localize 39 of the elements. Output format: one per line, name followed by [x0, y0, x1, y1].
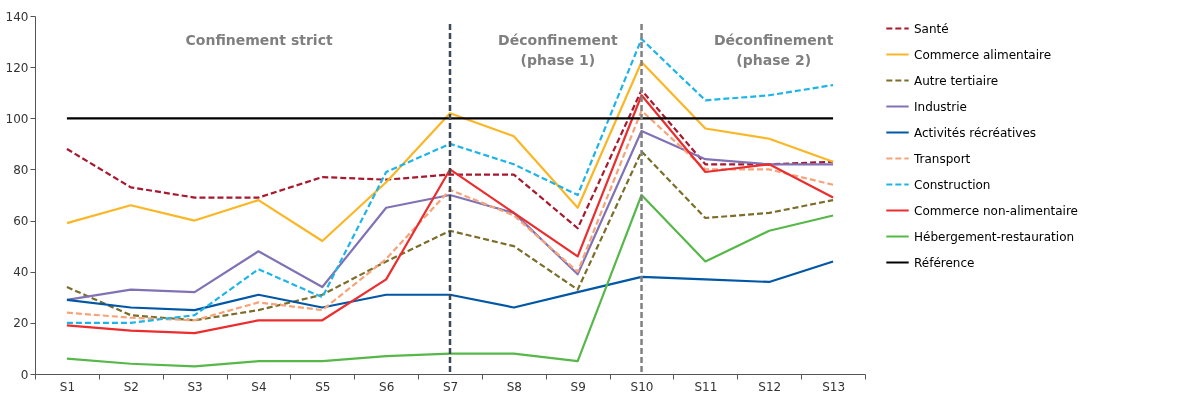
legend-label: Activités récréatives: [914, 125, 1037, 140]
x-tick-label: S1: [59, 379, 76, 394]
legend-label: Santé: [914, 21, 949, 36]
x-tick-label: S6: [379, 379, 395, 394]
x-tick-label: S12: [758, 379, 782, 394]
legend-label: Industrie: [914, 99, 967, 114]
x-tick-label: S2: [123, 379, 139, 394]
y-tick-label: 100: [5, 111, 29, 126]
legend-label: Hébergement-restauration: [914, 229, 1075, 244]
y-tick-label: 20: [13, 316, 29, 331]
line-series: [65, 150, 835, 322]
y-tick-label: 0: [20, 367, 29, 382]
x-tick-label: S10: [630, 379, 654, 394]
annotation: Confinement strict: [185, 32, 333, 48]
x-tick-label: S7: [442, 379, 459, 394]
x-tick-label: S5: [315, 379, 331, 394]
line-series: [65, 260, 835, 312]
y-tick-label: 120: [5, 60, 29, 75]
legend-label: Référence: [914, 255, 975, 270]
annotation: Déconfinement (phase 2): [713, 32, 834, 68]
annotation: Déconfinement (phase 1): [498, 32, 618, 68]
legend-label: Construction: [914, 177, 991, 192]
legend-label: Commerce non-alimentaire: [914, 203, 1078, 218]
legend-label: Autre tertiaire: [914, 73, 999, 88]
y-tick-label: 60: [13, 214, 29, 229]
line-series: [65, 129, 835, 301]
legend-label: Transport: [913, 151, 971, 166]
legend-label: Commerce alimentaire: [914, 47, 1052, 62]
y-tick-label: 140: [5, 9, 29, 24]
line-series: [65, 193, 835, 368]
x-tick-label: S11: [694, 379, 718, 394]
x-tick-label: S8: [506, 379, 522, 394]
x-tick-label: S13: [822, 379, 846, 394]
line-series: [65, 89, 835, 230]
x-tick-label: S3: [187, 379, 203, 394]
y-tick-label: 40: [13, 265, 29, 280]
x-tick-label: S4: [251, 379, 267, 394]
y-tick-label: 80: [13, 162, 29, 177]
x-tick-label: S9: [570, 379, 586, 394]
